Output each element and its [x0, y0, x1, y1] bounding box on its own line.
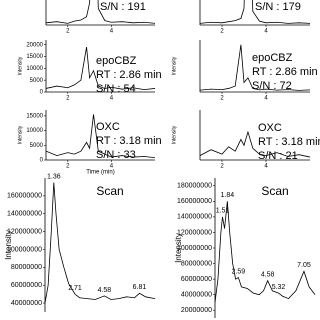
peak-label: 4.58 — [98, 287, 112, 294]
y-tick-label: 60000000 — [181, 276, 212, 283]
trace — [199, 130, 311, 158]
y-axis-label: Intensity — [17, 125, 23, 144]
y-tick-label: 180000000 — [177, 183, 212, 190]
peak-label: 4.58 — [261, 272, 275, 279]
y-tick-label: 20000000 — [181, 307, 212, 314]
y-axis-label: Intensity — [4, 230, 13, 260]
x-tick-label: 2 — [66, 164, 70, 170]
y-tick-label: 80000000 — [181, 260, 212, 267]
x-tick-label: 2 — [220, 29, 224, 35]
y-tick-label: 120000000 — [177, 229, 212, 236]
y-tick-label: 15000 — [26, 113, 43, 119]
y-tick-label: 20000 — [26, 42, 43, 48]
x-tick-label: 4 — [110, 164, 114, 170]
y-tick-label: 140000000 — [177, 214, 212, 221]
x-tick-label: 2 — [220, 96, 224, 102]
annotation: RT : 3.18 min — [258, 136, 320, 148]
y-tick-label: 40000000 — [11, 300, 42, 307]
peak-label: 2.59 — [232, 268, 246, 275]
annotation: RT : 2.86 min — [96, 69, 162, 81]
y-axis-label: Intensity — [174, 233, 183, 263]
y-tick-label: 5000 — [30, 78, 44, 84]
x-tick-label: 4 — [110, 96, 114, 102]
x-axis-label: Time (min) — [86, 170, 114, 176]
annotation: epoCBZ — [96, 55, 137, 67]
peak-label: 1.51 — [216, 208, 230, 215]
annotation: OXC — [258, 122, 282, 134]
y-tick-label: 5000 — [30, 143, 44, 149]
x-tick-label: 4 — [264, 96, 268, 102]
y-tick-label: 160000000 — [7, 193, 42, 200]
annotation: RT : 2.86 min — [252, 66, 318, 78]
x-tick-label: 4 — [264, 29, 268, 35]
trace — [199, 44, 311, 91]
annotation: RT : 3.18 min — [96, 135, 162, 147]
annotation: S/N : 21 — [258, 150, 298, 162]
y-tick-label: 15000 — [26, 54, 43, 60]
y-tick-label: 10000 — [26, 66, 43, 72]
y-tick-label: 140000000 — [7, 211, 42, 218]
peak-label: 7.05 — [297, 262, 311, 269]
peak-label: 1.36 — [47, 173, 61, 180]
peak-label: 6.81 — [133, 284, 147, 291]
annotation: S/N : 33 — [96, 149, 136, 161]
y-axis-label: Intensity — [171, 125, 177, 144]
annotation: S/N : 72 — [252, 80, 292, 92]
y-tick-label: 0 — [40, 90, 44, 96]
x-tick-label: 2 — [66, 29, 70, 35]
y-tick-label: 60000000 — [11, 282, 42, 289]
y-tick-label: 100000000 — [177, 245, 212, 252]
chart-title: Scan — [261, 184, 288, 198]
x-tick-label: 2 — [220, 164, 224, 170]
annotation: OXC — [96, 121, 120, 133]
y-tick-label: 100000000 — [7, 246, 42, 253]
trace — [45, 47, 156, 91]
x-tick-label: 4 — [110, 29, 114, 35]
y-tick-label: 0 — [40, 158, 44, 164]
y-tick-label: 10000 — [26, 128, 43, 134]
annotation: S/N : 54 — [96, 83, 136, 95]
x-tick-label: 2 — [66, 96, 70, 102]
y-tick-label: 80000000 — [11, 264, 42, 271]
trace — [214, 201, 316, 303]
y-tick-label: 120000000 — [7, 228, 42, 235]
annotation: S/N : 191 — [100, 1, 146, 13]
peak-label: 2.71 — [68, 285, 82, 292]
x-tick-label: 4 — [264, 164, 268, 170]
chart-title: Scan — [96, 184, 123, 198]
y-tick-label: 160000000 — [177, 198, 212, 205]
trace — [44, 182, 156, 304]
trace — [45, 0, 156, 24]
annotation: S/N : 179 — [255, 1, 301, 13]
trace — [45, 114, 156, 159]
trace — [199, 0, 311, 24]
y-axis-label: Intensity — [17, 56, 23, 75]
y-tick-label: 40000000 — [181, 292, 212, 299]
annotation: epoCBZ — [252, 52, 293, 64]
peak-label: 1.84 — [221, 192, 235, 199]
y-axis-label: Intensity — [171, 56, 177, 75]
peak-label: 5.32 — [272, 284, 286, 291]
